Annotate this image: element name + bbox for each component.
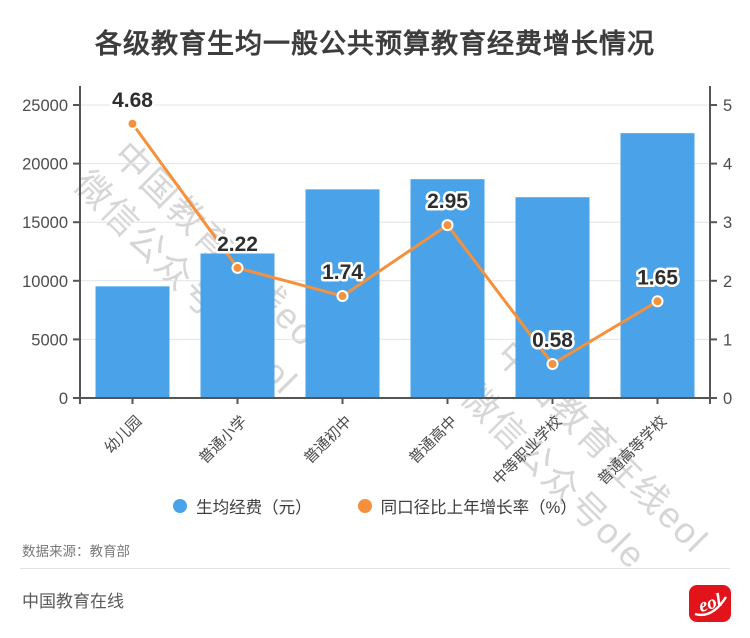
bar-普通高等学校[interactable] bbox=[620, 133, 695, 399]
legend-item-line-series[interactable]: 同口径比上年增长率（%） bbox=[357, 494, 577, 518]
left-axis-tick-label: 10000 bbox=[22, 273, 68, 291]
data-point-label: 4.68 bbox=[112, 89, 153, 112]
growth-rate-line bbox=[131, 122, 659, 366]
legend-label: 同口径比上年增长率（%） bbox=[380, 499, 577, 517]
data-point-普通小学[interactable] bbox=[231, 261, 244, 274]
legend-label: 生均经费（元） bbox=[196, 499, 312, 517]
footer-divider bbox=[20, 568, 730, 569]
x-axis-label-普通小学: 普通小学 bbox=[196, 413, 250, 467]
bar-普通小学[interactable] bbox=[200, 253, 275, 398]
chart-area: 中国教育在线eoleol微信公众号eoleol中国教育在线eol微信公众号ole… bbox=[22, 86, 732, 577]
logo-swoosh bbox=[694, 596, 728, 617]
legend: 生均经费（元） 同口径比上年增长率（%） bbox=[0, 494, 750, 518]
data-point-中等职业学校[interactable] bbox=[546, 358, 559, 371]
data-point-普通高中[interactable] bbox=[441, 219, 454, 232]
data-point-label: 1.65 bbox=[637, 266, 678, 289]
data-point-label: 2.22 bbox=[217, 233, 258, 256]
right-axis-tick-label: 3 bbox=[723, 214, 732, 232]
data-point-label: 0.58 bbox=[532, 329, 573, 352]
left-axis-tick-label: 0 bbox=[59, 390, 68, 408]
combo-chart: 0 5000 10000 15000 20000 25000 0 1 2 3 4 5 4.68 2.22 1… bbox=[22, 86, 732, 488]
left-axis-tick-label: 15000 bbox=[22, 214, 68, 232]
bar-普通高中[interactable] bbox=[410, 179, 485, 398]
x-axis-label-中等职业学校: 中等职业学校 bbox=[489, 412, 565, 488]
data-point-普通高等学校[interactable] bbox=[651, 295, 664, 308]
x-axis-label-幼儿园: 幼儿园 bbox=[101, 413, 145, 457]
data-point-普通初中[interactable] bbox=[336, 290, 349, 303]
left-axis-tick-label: 20000 bbox=[22, 156, 68, 174]
legend-dot-icon bbox=[173, 499, 188, 513]
data-source-note: 数据来源：教育部 bbox=[22, 544, 130, 559]
x-axis-label-普通高等学校: 普通高等学校 bbox=[594, 412, 670, 488]
left-axis-tick-label: 5000 bbox=[31, 331, 68, 349]
right-axis-tick-label: 4 bbox=[723, 156, 732, 174]
left-axis-tick-label: 25000 bbox=[22, 97, 68, 115]
right-axis-tick-label: 2 bbox=[723, 273, 732, 291]
brand-name: 中国教育在线 bbox=[22, 592, 124, 611]
legend-item-bar-series[interactable]: 生均经费（元） bbox=[173, 494, 312, 518]
data-point-幼儿园[interactable] bbox=[126, 117, 139, 130]
legend-dot-icon bbox=[357, 499, 372, 513]
bar-幼儿园[interactable] bbox=[95, 286, 170, 398]
eol-logo-icon: eol bbox=[688, 584, 732, 629]
right-axis-tick-label: 5 bbox=[723, 97, 732, 115]
right-axis-tick-label: 1 bbox=[723, 331, 732, 349]
chart-title: 各级教育生均一般公共预算教育经费增长情况 bbox=[95, 29, 655, 59]
data-point-label: 1.74 bbox=[322, 261, 363, 284]
right-axis-tick-label: 0 bbox=[723, 390, 732, 408]
data-point-label: 2.95 bbox=[427, 190, 468, 213]
logo-background bbox=[689, 585, 731, 622]
x-axis-label-普通高中: 普通高中 bbox=[406, 413, 460, 467]
eol-logo-svg: eol bbox=[689, 585, 731, 622]
x-axis-label-普通初中: 普通初中 bbox=[301, 413, 355, 467]
